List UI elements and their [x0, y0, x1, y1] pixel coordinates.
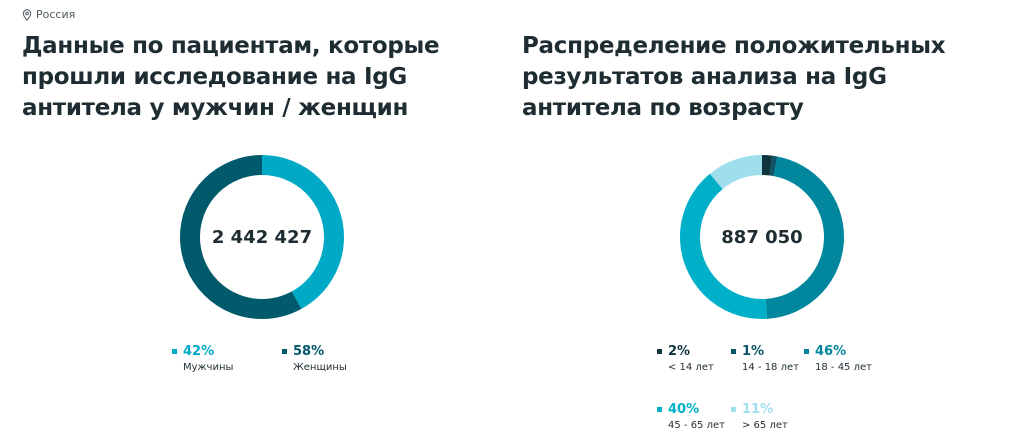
- legend-item-men: 42% Мужчины: [172, 344, 233, 373]
- legend-value: 58%: [293, 344, 325, 359]
- legend-swatch: [172, 349, 177, 354]
- location-indicator[interactable]: Россия: [22, 8, 75, 21]
- legend-swatch: [731, 349, 736, 354]
- legend-value: 42%: [183, 344, 215, 359]
- legend-item-over-65: 11% > 65 лет: [731, 402, 788, 431]
- legend-value: 11%: [742, 402, 774, 417]
- legend-label: 18 - 45 лет: [815, 362, 872, 373]
- legend-value: 46%: [815, 344, 847, 359]
- legend-item-18-45: 46% 18 - 45 лет: [804, 344, 872, 373]
- legend-item-under-14: 2% < 14 лет: [657, 344, 714, 373]
- legend-swatch: [657, 407, 662, 412]
- age-donut-chart: 887 050: [679, 154, 845, 320]
- legend-swatch: [731, 407, 736, 412]
- legend-label: Мужчины: [183, 362, 234, 373]
- sex-chart-total: 2 442 427: [211, 226, 313, 248]
- legend-swatch: [804, 349, 809, 354]
- age-donut-slice-2: [680, 155, 844, 319]
- legend-label: Женщины: [293, 362, 347, 373]
- location-label: Россия: [36, 8, 76, 21]
- legend-value: 40%: [668, 402, 700, 417]
- legend-label: 14 - 18 лет: [742, 362, 799, 373]
- legend-label: > 65 лет: [742, 420, 788, 431]
- age-donut-slice-3: [680, 155, 844, 319]
- legend-item-14-18: 1% 14 - 18 лет: [731, 344, 799, 373]
- legend-label: < 14 лет: [668, 362, 714, 373]
- sex-donut-chart: 2 442 427: [179, 154, 345, 320]
- age-donut-slice-4: [680, 155, 844, 319]
- legend-swatch: [282, 349, 287, 354]
- location-pin-icon: [22, 8, 32, 21]
- sex-donut-slice-1: [180, 155, 344, 319]
- legend-value: 2%: [668, 344, 691, 359]
- age-chart-total: 887 050: [721, 226, 803, 248]
- sex-chart-title: Данные по пациентам, которые прошли иссл…: [22, 33, 440, 121]
- legend-value: 1%: [742, 344, 765, 359]
- legend-item-women: 58% Женщины: [282, 344, 347, 373]
- legend-item-45-65: 40% 45 - 65 лет: [657, 402, 725, 431]
- legend-label: 45 - 65 лет: [668, 420, 725, 431]
- age-chart-title: Распределение положительных результатов …: [522, 33, 946, 121]
- legend-swatch: [657, 349, 662, 354]
